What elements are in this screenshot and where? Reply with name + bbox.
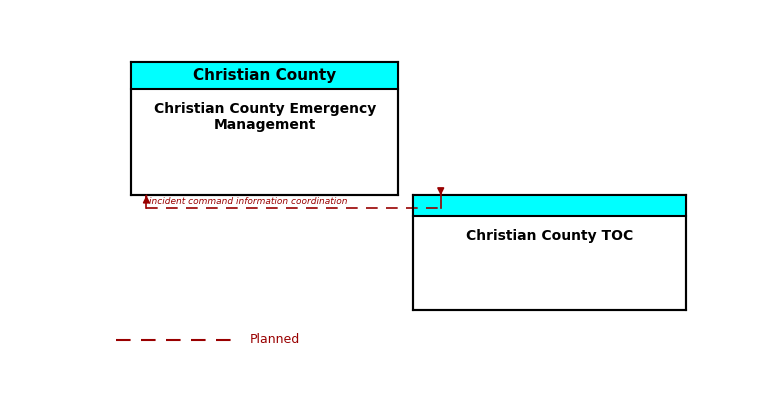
Bar	[413, 195, 687, 309]
Text: Christian County TOC: Christian County TOC	[467, 229, 633, 243]
Text: Planned: Planned	[250, 333, 300, 346]
Text: Christian County Emergency
Management: Christian County Emergency Management	[153, 102, 376, 132]
Text: Christian County: Christian County	[193, 68, 337, 83]
Text: incident command information coordination: incident command information coordinatio…	[150, 197, 348, 206]
Bar	[132, 62, 399, 89]
Bar	[132, 62, 399, 195]
Bar	[413, 195, 687, 216]
